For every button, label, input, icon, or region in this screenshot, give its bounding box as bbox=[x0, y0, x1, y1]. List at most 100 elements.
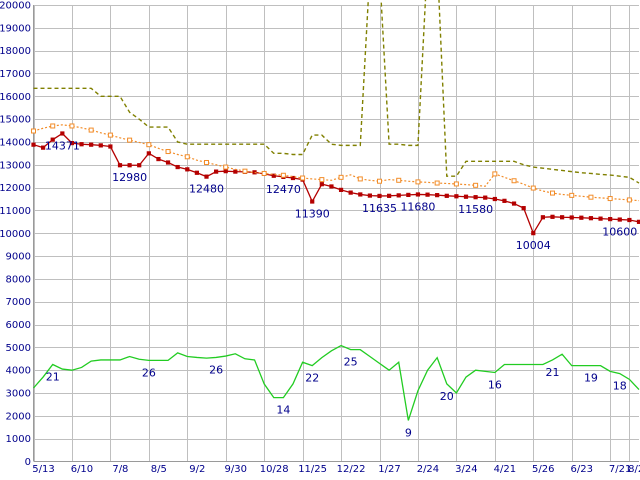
green-series-value-label: 21 bbox=[46, 370, 60, 383]
data-point-marker bbox=[98, 143, 103, 148]
y-tick-label: 0 bbox=[25, 457, 31, 468]
data-point-marker bbox=[271, 173, 276, 178]
data-point-marker bbox=[146, 142, 152, 148]
data-point-marker bbox=[569, 192, 575, 198]
green-series-value-label: 16 bbox=[488, 378, 502, 391]
data-point-marker bbox=[108, 144, 113, 149]
data-point-marker bbox=[367, 193, 372, 198]
data-point-marker bbox=[492, 171, 498, 177]
data-point-marker bbox=[261, 170, 267, 176]
data-point-marker bbox=[204, 174, 209, 179]
x-tick-label: 2/24 bbox=[417, 464, 439, 475]
red-series-value-label: 10600 bbox=[602, 226, 637, 239]
data-point-marker bbox=[511, 201, 517, 206]
data-point-marker bbox=[579, 215, 584, 220]
green-series-value-label: 22 bbox=[305, 372, 319, 385]
x-tick-label: 8/5 bbox=[151, 464, 167, 475]
y-tick-label: 9000 bbox=[6, 252, 31, 263]
x-tick-label: 6/23 bbox=[570, 464, 592, 475]
data-point-marker bbox=[184, 154, 190, 160]
y-tick-label: 10000 bbox=[0, 229, 31, 240]
series-line bbox=[33, 0, 640, 184]
x-tick-label: 7/8 bbox=[112, 464, 128, 475]
x-tick-label: 9/2 bbox=[189, 464, 205, 475]
green-series-value-label: 9 bbox=[405, 426, 412, 439]
axis-lines bbox=[33, 5, 639, 462]
green-series-value-label: 26 bbox=[209, 363, 223, 376]
data-point-marker bbox=[233, 169, 238, 174]
red-series-value-label: 11580 bbox=[458, 203, 493, 216]
data-point-marker bbox=[560, 215, 565, 220]
data-point-marker bbox=[319, 177, 325, 183]
data-point-marker bbox=[530, 185, 536, 191]
x-tick-label: 10/28 bbox=[260, 464, 289, 475]
data-point-marker bbox=[69, 140, 75, 146]
x-axis-tick-labels: 5/13 6/10 7/8 8/5 9/2 9/30 10/28 11/25 12/22 1/27… bbox=[32, 464, 640, 475]
data-point-marker bbox=[473, 195, 478, 200]
data-point-marker bbox=[531, 231, 536, 236]
y-tick-label: 19000 bbox=[0, 23, 31, 34]
series-volume-green bbox=[33, 344, 640, 421]
data-point-marker bbox=[175, 164, 180, 170]
data-point-marker bbox=[214, 169, 219, 174]
y-axis-tick-labels: 0 1000 2000 3000 4000 5000 6000 7000 8000 9000 100… bbox=[0, 1, 31, 469]
data-point-marker bbox=[50, 137, 55, 142]
data-point-marker bbox=[156, 156, 161, 162]
data-point-marker bbox=[358, 192, 363, 197]
data-point-marker bbox=[396, 177, 402, 183]
y-tick-label: 17000 bbox=[0, 69, 31, 80]
red-series-value-label: 11390 bbox=[295, 208, 330, 221]
y-tick-label: 15000 bbox=[0, 115, 31, 126]
y-tick-label: 11000 bbox=[0, 206, 31, 217]
data-point-marker bbox=[137, 163, 142, 168]
data-point-marker bbox=[31, 142, 36, 147]
data-point-marker bbox=[280, 172, 286, 178]
data-point-marker bbox=[300, 175, 306, 181]
data-point-marker bbox=[290, 175, 296, 181]
data-point-marker bbox=[626, 197, 632, 203]
data-point-marker bbox=[223, 169, 228, 174]
green-series-value-label: 25 bbox=[344, 356, 358, 369]
data-point-marker bbox=[453, 181, 459, 187]
data-point-marker bbox=[60, 131, 65, 136]
series-stock-olive bbox=[33, 0, 640, 184]
series-average-orange bbox=[31, 123, 640, 203]
data-point-marker bbox=[117, 163, 123, 168]
data-point-marker bbox=[338, 187, 344, 192]
data-point-marker bbox=[588, 194, 594, 200]
data-point-marker bbox=[598, 216, 603, 221]
green-series-value-label: 26 bbox=[142, 366, 156, 379]
data-point-marker bbox=[377, 193, 382, 199]
data-point-marker bbox=[165, 149, 171, 155]
x-tick-label: 6/10 bbox=[71, 464, 93, 475]
x-tick-label: 1/27 bbox=[378, 464, 400, 475]
red-series-value-label: 12980 bbox=[112, 171, 147, 184]
data-point-marker bbox=[185, 167, 190, 172]
data-point-marker bbox=[511, 178, 517, 184]
data-point-marker bbox=[146, 151, 151, 156]
data-point-marker bbox=[550, 190, 555, 196]
y-tick-label: 5000 bbox=[6, 343, 31, 354]
data-point-marker bbox=[377, 178, 382, 184]
data-point-marker bbox=[310, 199, 315, 204]
y-tick-label: 18000 bbox=[0, 46, 31, 57]
data-point-marker bbox=[502, 198, 507, 203]
y-tick-label: 16000 bbox=[0, 92, 31, 103]
red-series-value-label: 14371 bbox=[45, 139, 80, 152]
y-tick-label: 1000 bbox=[6, 434, 31, 445]
data-point-marker bbox=[31, 128, 36, 134]
data-point-marker bbox=[204, 159, 209, 165]
data-point-marker bbox=[550, 214, 555, 219]
x-tick-label: 7/21 bbox=[609, 464, 631, 475]
red-series-value-label: 11680 bbox=[400, 200, 435, 213]
data-point-marker bbox=[165, 160, 171, 165]
data-point-marker bbox=[329, 184, 334, 189]
data-point-marker bbox=[540, 215, 545, 220]
data-point-marker bbox=[483, 195, 488, 200]
data-point-marker bbox=[127, 163, 132, 168]
y-tick-label: 13000 bbox=[0, 160, 31, 171]
data-point-marker bbox=[69, 123, 75, 129]
y-tick-label: 3000 bbox=[6, 389, 31, 400]
